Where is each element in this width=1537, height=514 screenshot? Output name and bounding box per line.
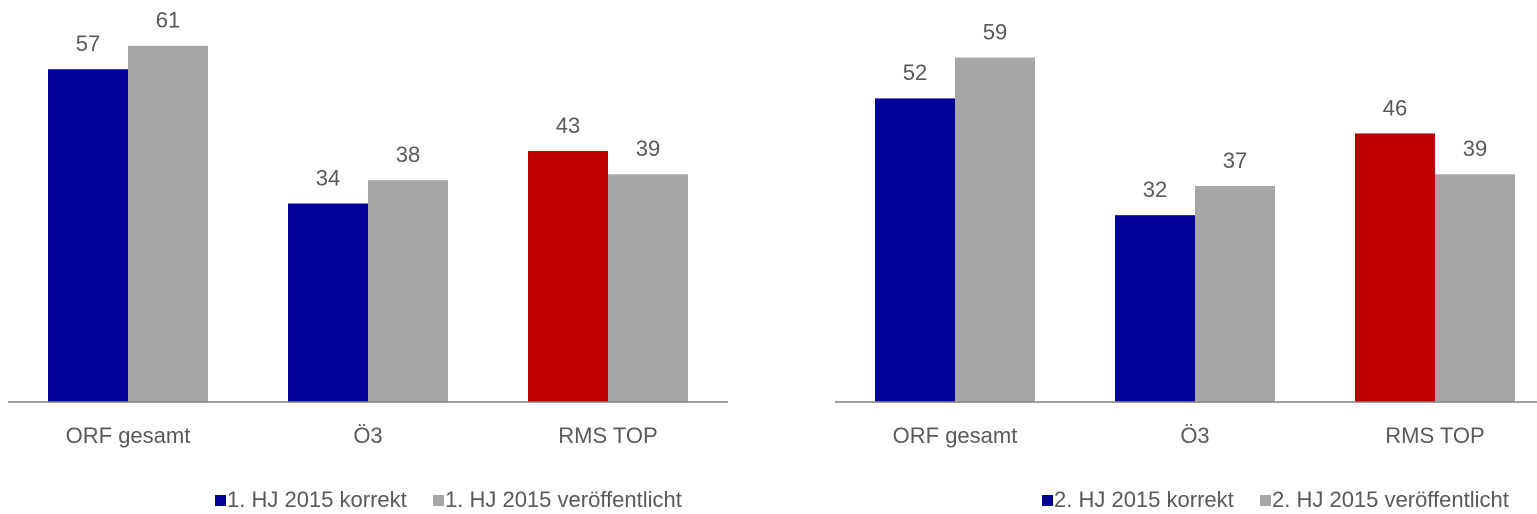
legend-swatch: [1042, 495, 1053, 506]
legend-label: 1. HJ 2015 korrekt: [227, 487, 407, 512]
x-tick-label: RMS TOP: [558, 423, 657, 448]
x-tick-label: RMS TOP: [1385, 423, 1484, 448]
legend-swatch: [433, 495, 444, 506]
bar: [288, 203, 368, 402]
bar: [1195, 185, 1275, 402]
bar: [955, 57, 1035, 402]
value-label: 32: [1143, 177, 1167, 202]
x-tick-label: Ö3: [1180, 423, 1209, 448]
value-label: 52: [903, 60, 927, 85]
legend-label: 2. HJ 2015 korrekt: [1054, 487, 1234, 512]
bar: [528, 150, 608, 402]
bar: [608, 174, 688, 402]
x-tick-label: ORF gesamt: [893, 423, 1018, 448]
legend-label: 1. HJ 2015 veröffentlicht: [445, 487, 682, 512]
value-label: 59: [983, 19, 1007, 44]
value-label: 46: [1383, 95, 1407, 120]
legend-swatch: [215, 495, 226, 506]
legend-swatch: [1260, 495, 1271, 506]
value-label: 39: [636, 136, 660, 161]
value-label: 39: [1463, 136, 1487, 161]
value-label: 37: [1223, 148, 1247, 173]
x-tick-label: ORF gesamt: [66, 423, 191, 448]
value-label: 43: [556, 113, 580, 138]
bar: [48, 69, 128, 403]
value-label: 61: [156, 8, 180, 33]
value-label: 34: [316, 165, 340, 190]
value-label: 57: [76, 31, 100, 56]
legend-label: 2. HJ 2015 veröffentlicht: [1272, 487, 1509, 512]
bar: [1435, 174, 1515, 402]
bar: [1355, 133, 1435, 403]
value-label: 38: [396, 142, 420, 167]
bar: [1115, 215, 1195, 402]
x-tick-label: Ö3: [353, 423, 382, 448]
bar: [875, 98, 955, 402]
bar: [368, 180, 448, 402]
bar: [128, 45, 208, 402]
